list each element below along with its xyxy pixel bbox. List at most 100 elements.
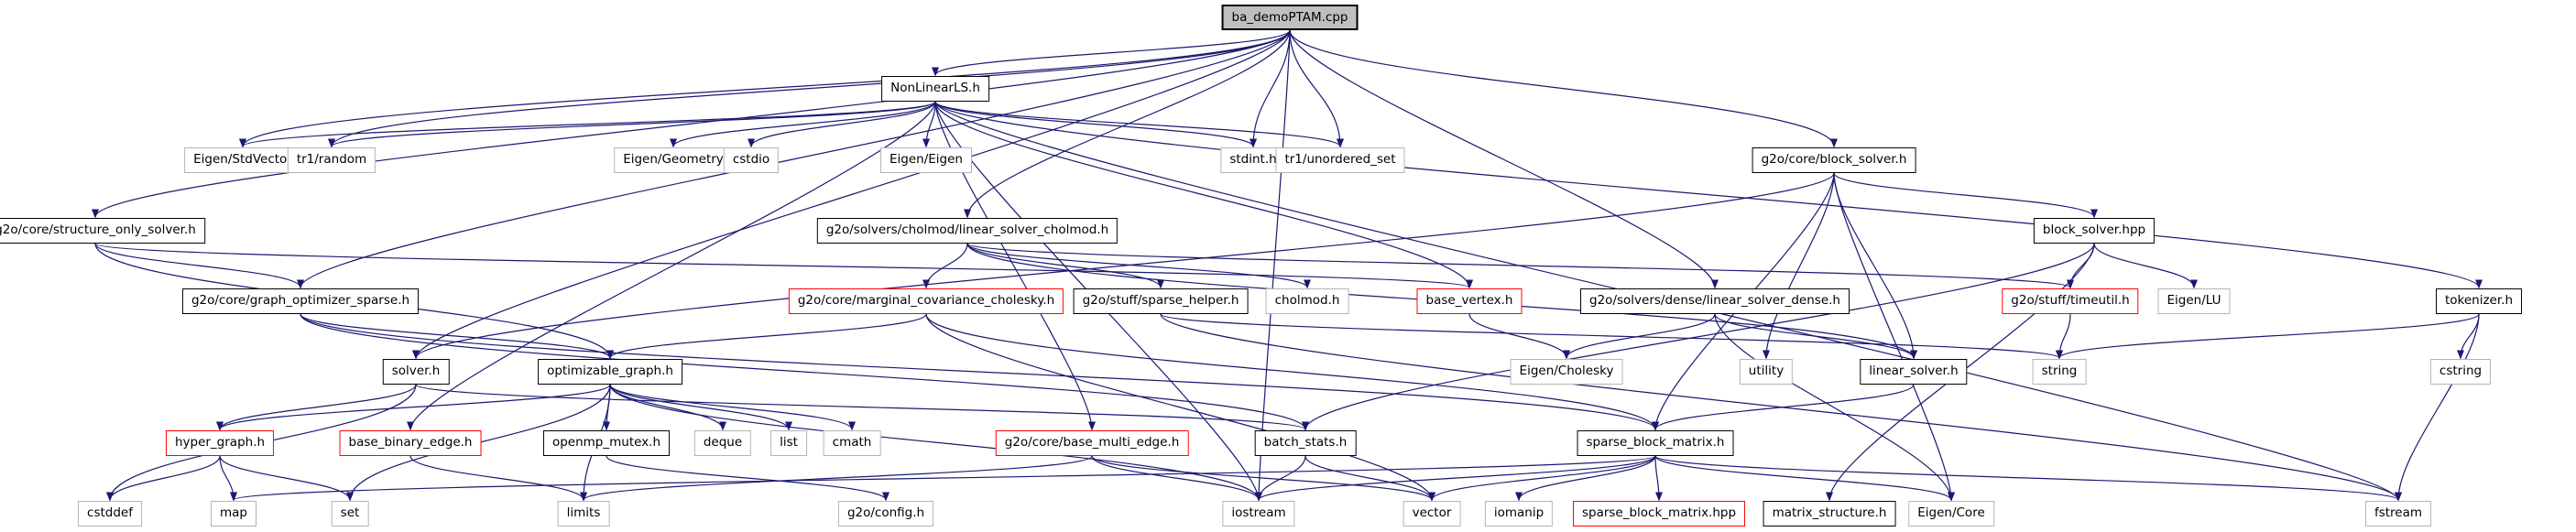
edge-optimizable_graph-to-deque xyxy=(609,384,726,431)
edge-graph_opt_sparse-to-batch_stats xyxy=(300,313,1309,431)
edge-lin_dense-to-linear_solver xyxy=(1714,313,1917,360)
edge-sparse_block_matrix-to-iomanip xyxy=(1515,455,1656,502)
edge-sparse_block_matrix-to-fstream xyxy=(1654,455,2402,502)
edge-sparse_block_matrix-to-vector xyxy=(1428,455,1656,502)
edge-optimizable_graph-to-iostream xyxy=(609,384,1262,502)
edge-hyper_graph-to-cstddef xyxy=(106,455,221,502)
graph-node-block-solver-hpp[interactable]: block_solver.hpp xyxy=(2033,218,2156,244)
edge-base_vertex-to-eigen_cholesky xyxy=(1468,313,1570,360)
graph-node-eigen-cholesky: Eigen/Cholesky xyxy=(1510,359,1623,385)
graph-node-eigen-stdvector: Eigen/StdVector xyxy=(184,147,301,173)
graph-node-g2o-solvers-dense-linear-solver-dense-h[interactable]: g2o/solvers/dense/linear_solver_dense.h xyxy=(1580,288,1850,314)
edge-optimizable_graph-to-cmath xyxy=(609,384,856,431)
edge-root-to-tr1_unordered_set xyxy=(1289,29,1344,148)
graph-node-g2o-core-graph-optimizer-sparse-h[interactable]: g2o/core/graph_optimizer_sparse.h xyxy=(181,288,420,314)
graph-node-g2o-stuff-sparse-helper-h[interactable]: g2o/stuff/sparse_helper.h xyxy=(1073,288,1249,314)
edge-nonlinearls-to-eigen_geometry xyxy=(670,101,936,148)
edge-root-to-eigen_stdvector xyxy=(239,29,1291,148)
graph-node-g2o-stuff-timeutil-h[interactable]: g2o/stuff/timeutil.h xyxy=(2002,288,2139,314)
edge-solver-to-batch_stats xyxy=(415,384,1309,431)
graph-node-tokenizer-h[interactable]: tokenizer.h xyxy=(2435,288,2523,314)
graph-node-string: string xyxy=(2032,359,2087,385)
graph-node-eigen-core: Eigen/Core xyxy=(1908,501,1994,527)
edge-optimizable_graph-to-hyper_graph xyxy=(216,384,611,431)
edge-sparse_block_matrix-to-sbm_hpp xyxy=(1654,455,1663,502)
edge-solver-to-hyper_graph xyxy=(216,384,417,431)
graph-node-g2o-core-base-multi-edge-h[interactable]: g2o/core/base_multi_edge.h xyxy=(995,430,1189,456)
graph-node-sparse-block-matrix-h[interactable]: sparse_block_matrix.h xyxy=(1577,430,1734,456)
graph-node-linear-solver-h[interactable]: linear_solver.h xyxy=(1860,359,1968,385)
edge-timeutil-to-string xyxy=(2056,313,2071,360)
edge-optimizable_graph-to-list xyxy=(609,384,792,431)
edge-root-to-nonlinearls xyxy=(932,29,1291,77)
graph-node-batch-stats-h[interactable]: batch_stats.h xyxy=(1254,430,1357,456)
edge-graph_opt_sparse-to-optimizable_graph xyxy=(300,313,614,360)
graph-node-eigen-eigen: Eigen/Eigen xyxy=(880,147,972,173)
edge-root-to-block_solver_h xyxy=(1289,29,1838,148)
edge-structure_only-to-graph_opt_sparse xyxy=(94,243,304,289)
edge-block_solver_h-to-block_solver_hpp xyxy=(1833,172,2098,219)
graph-node-map: map xyxy=(211,501,257,527)
graph-node-cstring: cstring xyxy=(2429,359,2492,385)
graph-node-nonlinearls-h[interactable]: NonLinearLS.h xyxy=(881,76,989,102)
edge-hyper_graph-to-map xyxy=(219,455,237,502)
graph-node-g2o-config-h: g2o/config.h xyxy=(837,501,934,527)
edge-marg_cov-to-vector xyxy=(925,313,1435,502)
edge-lin_dense-to-eigen_core xyxy=(1714,313,1955,502)
edge-linear_solver-to-sparse_block_matrix xyxy=(1652,384,1915,431)
graph-node-optimizable-graph-h[interactable]: optimizable_graph.h xyxy=(538,359,682,385)
graph-node-openmp-mutex-h[interactable]: openmp_mutex.h xyxy=(542,430,671,456)
edge-root-to-solver xyxy=(412,29,1291,360)
edge-nonlinearls-to-eigen_eigen xyxy=(922,101,936,148)
edge-graph_opt_sparse-to-sparse_block_matrix xyxy=(300,313,1659,431)
graph-node-g2o-core-block-solver-h[interactable]: g2o/core/block_solver.h xyxy=(1752,147,1916,173)
graph-node-base-binary-edge-h[interactable]: base_binary_edge.h xyxy=(339,430,482,456)
graph-node-solver-h[interactable]: solver.h xyxy=(382,359,450,385)
edge-nonlinearls-to-cstdio xyxy=(748,101,936,148)
edge-lin_cholmod-to-timeutil xyxy=(966,243,2074,289)
edge-root-to-graph_opt_sparse xyxy=(297,29,1291,289)
graph-node-iostream: iostream xyxy=(1222,501,1295,527)
edge-tokenizer-to-fstream xyxy=(2395,313,2480,502)
graph-node-sparse-block-matrix-hpp[interactable]: sparse_block_matrix.hpp xyxy=(1572,501,1746,527)
graph-node-cmath: cmath xyxy=(823,430,881,456)
graph-node-cstddef: cstddef xyxy=(78,501,142,527)
graph-node-g2o-core-marginal-covariance-cholesky-h[interactable]: g2o/core/marginal_covariance_cholesky.h xyxy=(788,288,1064,314)
edge-sparse_block_matrix-to-iostream xyxy=(1255,455,1656,502)
edge-root-to-lin_dense xyxy=(1289,29,1719,289)
edge-nonlinearls-to-base_vertex xyxy=(934,101,1473,289)
graph-node-base-vertex-h[interactable]: base_vertex.h xyxy=(1416,288,1523,314)
edge-block_solver_h-to-solver xyxy=(412,172,1835,360)
edge-nonlinearls-to-base_multi_edge xyxy=(934,101,1096,431)
graph-node-cholmod-h: cholmod.h xyxy=(1265,288,1349,314)
edge-hyper_graph-to-set xyxy=(219,455,354,502)
graph-node-stdint-h: stdint.h xyxy=(1220,147,1286,173)
edge-block_solver_hpp-to-batch_stats xyxy=(1302,243,2095,431)
graph-node-vector: vector xyxy=(1403,501,1461,527)
graph-node-hyper-graph-h[interactable]: hyper_graph.h xyxy=(165,430,275,456)
edge-base_multi_edge-to-vector xyxy=(1091,455,1435,502)
edge-root-to-tr1_random xyxy=(328,29,1291,148)
edge-root-to-iostream xyxy=(1255,29,1291,502)
edge-lin_dense-to-eigen_cholesky xyxy=(1563,313,1716,360)
edge-marg_cov-to-sparse_block_matrix xyxy=(925,313,1659,431)
edge-nonlinearls-to-stdint xyxy=(934,101,1257,148)
edge-sparse_block_matrix-to-eigen_core xyxy=(1654,455,1955,502)
graph-node-g2o-core-structure-only-solver-h[interactable]: g2o/core/structure_only_solver.h xyxy=(0,218,205,244)
graph-node-set: set xyxy=(331,501,369,527)
edge-block_solver_h-to-eigen_core xyxy=(1833,172,1955,502)
edge-block_solver_hpp-to-eigen_lu xyxy=(2093,243,2198,289)
edge-tokenizer-to-string xyxy=(2056,313,2480,360)
graph-node-ba-demoptam-cpp: ba_demoPTAM.cpp xyxy=(1221,5,1359,30)
edge-batch_stats-to-vector xyxy=(1304,455,1435,502)
edge-nonlinearls-to-base_binary_edge xyxy=(407,101,936,431)
edge-block_solver_h-to-linear_solver xyxy=(1833,172,1917,360)
graph-node-matrix-structure-h[interactable]: matrix_structure.h xyxy=(1763,501,1896,527)
edge-openmp_mutex-to-config xyxy=(606,455,890,502)
graph-node-eigen-geometry: Eigen/Geometry xyxy=(614,147,733,173)
graph-node-utility: utility xyxy=(1739,359,1794,385)
graph-node-cstdio: cstdio xyxy=(723,147,780,173)
edge-block_solver_h-to-utility xyxy=(1763,172,1835,360)
graph-node-g2o-solvers-cholmod-linear-solver-cholmod-h[interactable]: g2o/solvers/cholmod/linear_solver_cholmo… xyxy=(816,218,1119,244)
